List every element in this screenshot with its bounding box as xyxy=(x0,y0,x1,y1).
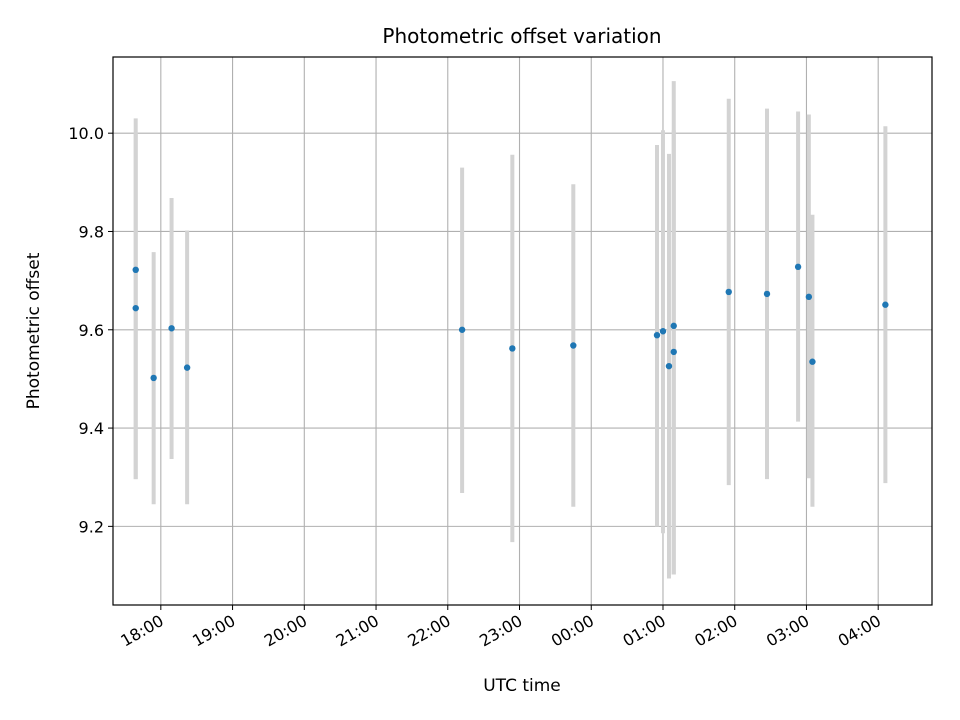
data-point xyxy=(132,304,139,312)
data-point xyxy=(725,288,732,296)
y-tick-label: 9.8 xyxy=(79,222,104,241)
data-point xyxy=(570,342,577,349)
data-point xyxy=(665,362,673,370)
data-point xyxy=(670,322,677,330)
y-tick-label: 9.2 xyxy=(79,517,104,536)
data-point xyxy=(809,358,816,365)
data-point xyxy=(653,331,661,339)
data-point xyxy=(183,364,191,371)
plot-frame xyxy=(112,56,933,606)
data-point xyxy=(150,374,157,382)
y-tick-label: 9.4 xyxy=(79,419,104,438)
data-points xyxy=(132,263,889,382)
data-point xyxy=(763,290,771,298)
y-axis-title: Photometric offset xyxy=(24,252,44,409)
data-point xyxy=(168,325,175,332)
y-axis: 9.2 9.4 9.6 9.8 10.0 xyxy=(68,124,113,536)
data-point xyxy=(659,328,667,335)
data-point xyxy=(670,348,677,356)
y-tick-label: 10.0 xyxy=(68,124,104,143)
data-point xyxy=(805,293,813,301)
data-point xyxy=(882,301,889,308)
data-point xyxy=(458,326,466,333)
chart-title: Photometric offset variation xyxy=(382,24,661,48)
data-point xyxy=(132,266,139,274)
y-tick-label: 9.6 xyxy=(79,321,104,340)
data-point xyxy=(509,345,516,352)
data-point xyxy=(794,263,802,271)
x-axis-title: UTC time xyxy=(483,676,561,696)
grid xyxy=(113,57,932,605)
